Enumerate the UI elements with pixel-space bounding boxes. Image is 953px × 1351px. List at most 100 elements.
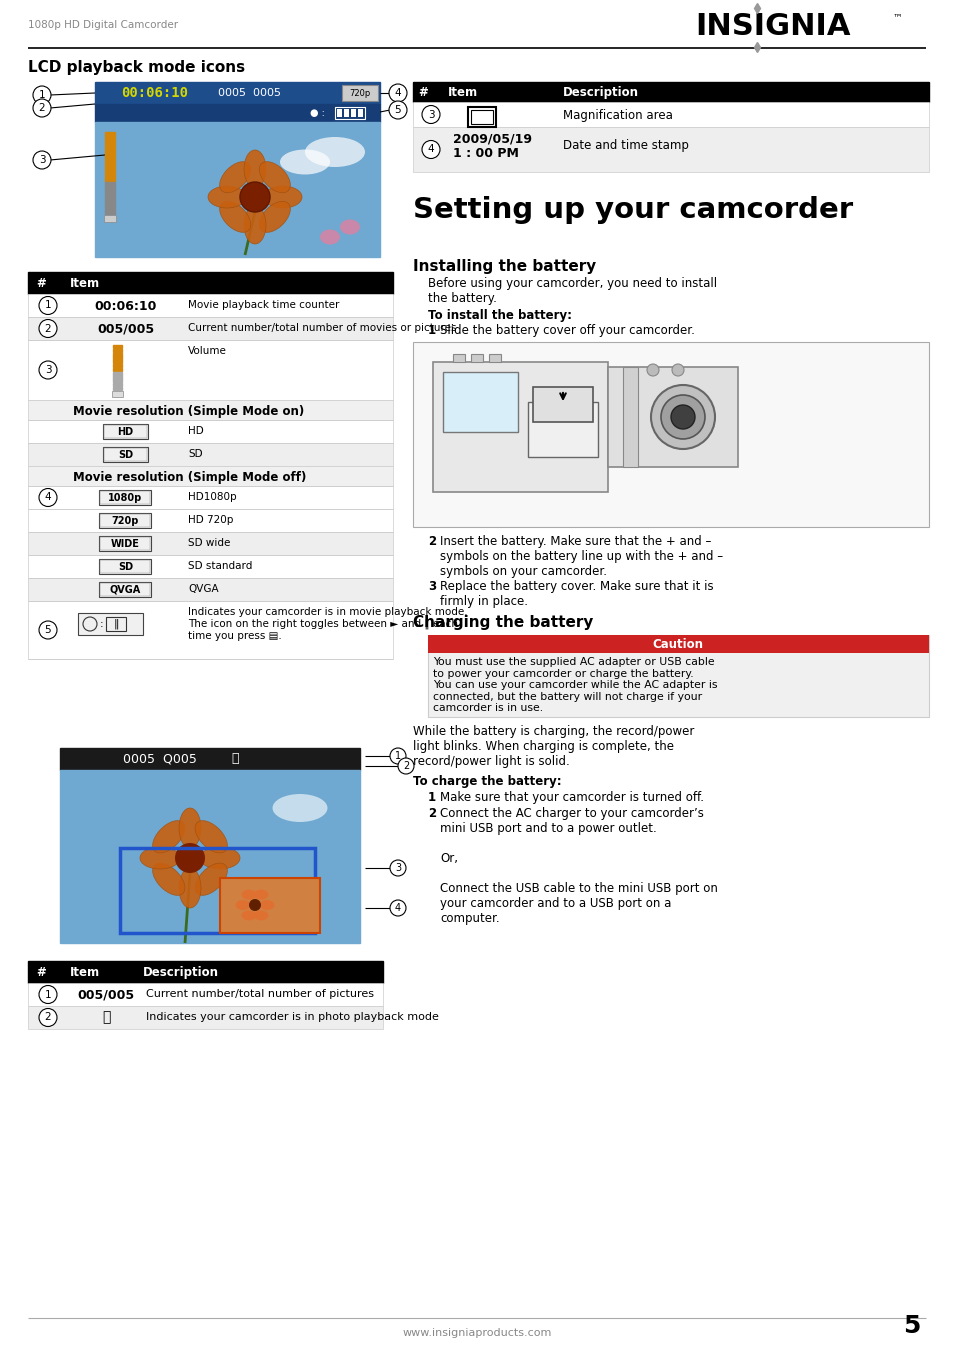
Bar [99, 582, 152, 597]
Text: To charge the battery:: To charge the battery: [413, 775, 561, 788]
Bar [60, 748, 359, 770]
Text: 1: 1 [39, 91, 45, 100]
Circle shape [33, 151, 51, 169]
Bar [335, 107, 365, 119]
Bar [28, 295, 393, 317]
Bar [103, 424, 148, 439]
Text: Caution: Caution [652, 638, 702, 651]
Text: 3: 3 [395, 863, 400, 873]
Text: www.insigniaproducts.com: www.insigniaproducts.com [402, 1328, 551, 1337]
Bar [28, 961, 382, 984]
Text: Before using your camcorder, you need to install
the battery.: Before using your camcorder, you need to… [428, 277, 717, 305]
Text: 3: 3 [39, 155, 45, 165]
Circle shape [389, 101, 407, 119]
Bar [105, 159, 115, 163]
Circle shape [39, 319, 57, 338]
Bar [428, 635, 928, 653]
Text: Description: Description [143, 966, 219, 979]
Bar [468, 107, 496, 127]
Circle shape [397, 758, 414, 774]
Bar [104, 449, 147, 461]
Ellipse shape [219, 201, 251, 232]
Bar [428, 635, 928, 717]
Text: While the battery is charging, the record/power
light blinks. When charging is c: While the battery is charging, the recor… [413, 725, 694, 767]
Bar [28, 340, 393, 400]
Bar [100, 513, 151, 527]
Bar [112, 386, 122, 390]
Ellipse shape [264, 186, 302, 208]
Text: HD: HD [117, 427, 133, 436]
Text: Installing the battery: Installing the battery [413, 259, 596, 274]
Bar [622, 367, 638, 467]
Bar [341, 85, 377, 101]
Circle shape [390, 861, 406, 875]
Circle shape [390, 900, 406, 916]
Bar [413, 127, 928, 172]
Text: #: # [36, 277, 46, 290]
Text: 720p: 720p [349, 89, 370, 97]
Text: Date and time stamp: Date and time stamp [562, 139, 688, 153]
Text: Current number/total number of pictures: Current number/total number of pictures [146, 989, 374, 998]
Text: SD: SD [188, 449, 202, 459]
Text: Slide the battery cover off your camcorder.: Slide the battery cover off your camcord… [439, 324, 694, 336]
Ellipse shape [319, 230, 339, 245]
Bar [112, 363, 122, 367]
Circle shape [39, 296, 57, 315]
Ellipse shape [339, 219, 359, 235]
Bar [95, 104, 379, 122]
Text: 1080p HD Digital Camcorder: 1080p HD Digital Camcorder [28, 20, 178, 30]
Text: ● :: ● : [310, 108, 325, 118]
Text: 2: 2 [45, 323, 51, 334]
Circle shape [39, 621, 57, 639]
Text: Indicates your camcorder is in photo playback mode: Indicates your camcorder is in photo pla… [146, 1012, 438, 1021]
Text: LCD playback mode icons: LCD playback mode icons [28, 59, 245, 76]
Circle shape [421, 105, 439, 123]
Text: 📷: 📷 [102, 1011, 111, 1024]
Text: 3: 3 [428, 580, 436, 593]
Bar [105, 154, 115, 158]
Bar [105, 149, 115, 153]
Bar [105, 132, 115, 136]
Bar [103, 447, 148, 462]
Bar [344, 109, 349, 118]
Bar [112, 361, 122, 363]
Bar [95, 82, 379, 104]
Text: 0005  0005: 0005 0005 [218, 88, 281, 99]
Bar [471, 354, 482, 362]
Text: 5: 5 [902, 1315, 919, 1337]
Bar [100, 536, 151, 550]
Text: HD1080p: HD1080p [188, 492, 236, 503]
Bar [112, 372, 122, 374]
Text: QVGA: QVGA [110, 585, 141, 594]
Circle shape [660, 394, 704, 439]
Bar [112, 353, 122, 355]
Text: QVGA: QVGA [188, 584, 218, 594]
Text: 1: 1 [45, 300, 51, 311]
Bar [99, 513, 152, 528]
Ellipse shape [152, 863, 185, 896]
Bar [357, 109, 363, 118]
Bar [105, 143, 115, 147]
Bar [471, 109, 493, 124]
Circle shape [174, 843, 205, 873]
Text: 2: 2 [428, 535, 436, 549]
Text: SD standard: SD standard [188, 561, 253, 571]
Ellipse shape [305, 136, 365, 168]
Text: #: # [417, 86, 427, 99]
Circle shape [39, 361, 57, 380]
Bar [442, 372, 517, 432]
Circle shape [421, 141, 439, 158]
Text: 2: 2 [428, 807, 436, 820]
Text: Setting up your camcorder: Setting up your camcorder [413, 196, 852, 224]
Text: Item: Item [70, 966, 100, 979]
Ellipse shape [259, 900, 274, 911]
Bar [220, 878, 319, 934]
Ellipse shape [253, 889, 268, 900]
Text: Current number/total number of movies or pictures: Current number/total number of movies or… [188, 323, 456, 332]
Circle shape [240, 182, 270, 212]
Bar [413, 82, 928, 101]
Text: ‖: ‖ [113, 619, 118, 630]
Bar [453, 354, 464, 362]
Bar [489, 354, 500, 362]
Text: 005/005: 005/005 [77, 989, 134, 1002]
